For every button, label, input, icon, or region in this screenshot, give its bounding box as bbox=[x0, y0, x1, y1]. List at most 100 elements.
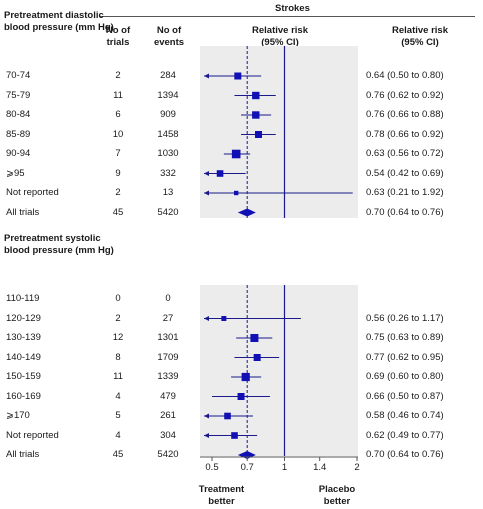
row-rr-ci: 0.66 (0.50 to 0.87) bbox=[366, 390, 444, 402]
point-estimate bbox=[216, 170, 224, 177]
sbp-section-title: Pretreatment systolic blood pressure (mm… bbox=[4, 233, 114, 256]
row-trials: 4 bbox=[115, 429, 121, 441]
row-rr-ci: 0.78 (0.66 to 0.92) bbox=[366, 128, 444, 140]
plot-column-header: Relative risk (95% CI) bbox=[252, 25, 308, 48]
treatment-better-label: Treatment better bbox=[198, 484, 245, 507]
rr-column-header: Relative risk (95% CI) bbox=[392, 25, 448, 48]
point-estimate bbox=[250, 334, 259, 342]
point-estimate bbox=[253, 354, 261, 361]
row-events: 1301 bbox=[157, 332, 179, 343]
row-trials: 9 bbox=[115, 167, 121, 179]
row-label: 150-159 bbox=[6, 371, 41, 382]
row-events: 1709 bbox=[157, 351, 179, 363]
x-tick-label: 0.7 bbox=[241, 462, 254, 473]
point-estimate bbox=[231, 432, 238, 439]
row-rr-ci: 0.63 (0.56 to 0.72) bbox=[366, 148, 444, 159]
row-label: 85-89 bbox=[6, 128, 31, 140]
row-rr-ci: 0.63 (0.21 to 1.92) bbox=[366, 187, 444, 198]
row-rr-ci: 0.56 (0.26 to 1.17) bbox=[366, 312, 444, 324]
row-rr-ci: 0.62 (0.49 to 0.77) bbox=[366, 429, 444, 441]
row-rr-ci: 0.76 (0.66 to 0.88) bbox=[366, 109, 444, 120]
row-rr-ci: 0.64 (0.50 to 0.80) bbox=[366, 70, 444, 81]
row-events: 284 bbox=[160, 70, 176, 81]
point-estimate bbox=[237, 393, 245, 400]
ci-arrow bbox=[204, 413, 209, 419]
row-label: 80-84 bbox=[6, 109, 31, 120]
row-label: 140-149 bbox=[6, 351, 41, 363]
row-events: 5420 bbox=[157, 449, 179, 460]
row-label: 90-94 bbox=[6, 148, 31, 159]
ci-arrow bbox=[204, 171, 209, 176]
row-rr-ci: 0.76 (0.62 to 0.92) bbox=[366, 89, 444, 101]
row-trials: 11 bbox=[113, 89, 123, 101]
row-label: 130-139 bbox=[6, 332, 41, 343]
point-estimate bbox=[255, 131, 263, 138]
row-label: All trials bbox=[6, 449, 40, 460]
trials-column-header: No of trials bbox=[105, 25, 131, 48]
row-rr-ci: 0.54 (0.42 to 0.69) bbox=[366, 167, 444, 179]
row-rr-ci: 0.70 (0.64 to 0.76) bbox=[366, 449, 444, 460]
point-estimate bbox=[252, 91, 260, 100]
row-events: 1030 bbox=[157, 148, 179, 159]
row-trials: 10 bbox=[112, 128, 124, 140]
row-label: ⩾170 bbox=[6, 410, 30, 421]
row-trials: 2 bbox=[115, 312, 121, 324]
row-rr-ci: 0.69 (0.60 to 0.80) bbox=[366, 371, 444, 382]
row-trials: 2 bbox=[115, 187, 121, 198]
point-estimate bbox=[224, 412, 231, 420]
row-events: 479 bbox=[160, 390, 176, 402]
point-estimate bbox=[241, 372, 250, 382]
summary-diamond bbox=[237, 208, 256, 217]
row-label: 120-129 bbox=[6, 312, 41, 324]
x-tick-label: 2 bbox=[354, 462, 359, 473]
x-tick-label: 0.5 bbox=[205, 462, 218, 473]
row-trials: 11 bbox=[113, 371, 123, 382]
row-label: 160-169 bbox=[6, 390, 41, 402]
row-label: 110-119 bbox=[6, 293, 40, 304]
point-estimate bbox=[233, 190, 239, 196]
row-trials: 12 bbox=[112, 332, 124, 343]
row-events: 1458 bbox=[157, 128, 179, 140]
row-trials: 45 bbox=[112, 449, 124, 460]
placebo-better-label: Placebo better bbox=[318, 484, 356, 507]
row-trials: 5 bbox=[115, 410, 121, 421]
row-events: 27 bbox=[162, 312, 174, 324]
row-events: 5420 bbox=[157, 206, 179, 218]
row-trials: 7 bbox=[115, 148, 121, 159]
ci-arrow bbox=[204, 190, 209, 196]
plot-panel bbox=[200, 46, 358, 218]
row-rr-ci: 0.58 (0.46 to 0.74) bbox=[366, 410, 444, 421]
row-rr-ci: 0.70 (0.64 to 0.76) bbox=[366, 206, 444, 218]
point-estimate bbox=[252, 111, 260, 119]
events-column-header: No of events bbox=[153, 25, 185, 48]
point-estimate bbox=[234, 72, 242, 80]
row-trials: 2 bbox=[115, 70, 121, 81]
x-tick-label: 1 bbox=[282, 462, 287, 473]
row-events: 332 bbox=[160, 167, 176, 179]
ci-arrow bbox=[204, 433, 209, 438]
ci-arrow bbox=[204, 73, 209, 79]
row-trials: 6 bbox=[115, 109, 121, 120]
row-rr-ci: 0.75 (0.63 to 0.89) bbox=[366, 332, 444, 343]
row-events: 13 bbox=[162, 187, 174, 198]
row-label: Not reported bbox=[6, 187, 59, 198]
row-events: 304 bbox=[160, 429, 176, 441]
dbp-section-title: Pretreatment diastolic blood pressure (m… bbox=[4, 10, 114, 33]
x-tick-label: 1.4 bbox=[313, 462, 326, 473]
point-estimate bbox=[231, 149, 241, 159]
row-trials: 45 bbox=[112, 206, 124, 218]
row-label: 70-74 bbox=[6, 70, 31, 81]
row-label: Not reported bbox=[6, 429, 59, 441]
plot-panel bbox=[200, 285, 358, 456]
point-estimate bbox=[221, 316, 227, 321]
strokes-rule bbox=[100, 16, 475, 17]
row-label: 75-79 bbox=[6, 89, 31, 101]
row-label: ⩾95 bbox=[6, 167, 25, 179]
ci-arrow bbox=[204, 316, 209, 321]
row-label: All trials bbox=[6, 206, 40, 218]
row-events: 261 bbox=[160, 410, 176, 421]
row-rr-ci: 0.77 (0.62 to 0.95) bbox=[366, 351, 444, 363]
row-events: 1339 bbox=[157, 371, 179, 382]
row-trials: 4 bbox=[115, 390, 121, 402]
